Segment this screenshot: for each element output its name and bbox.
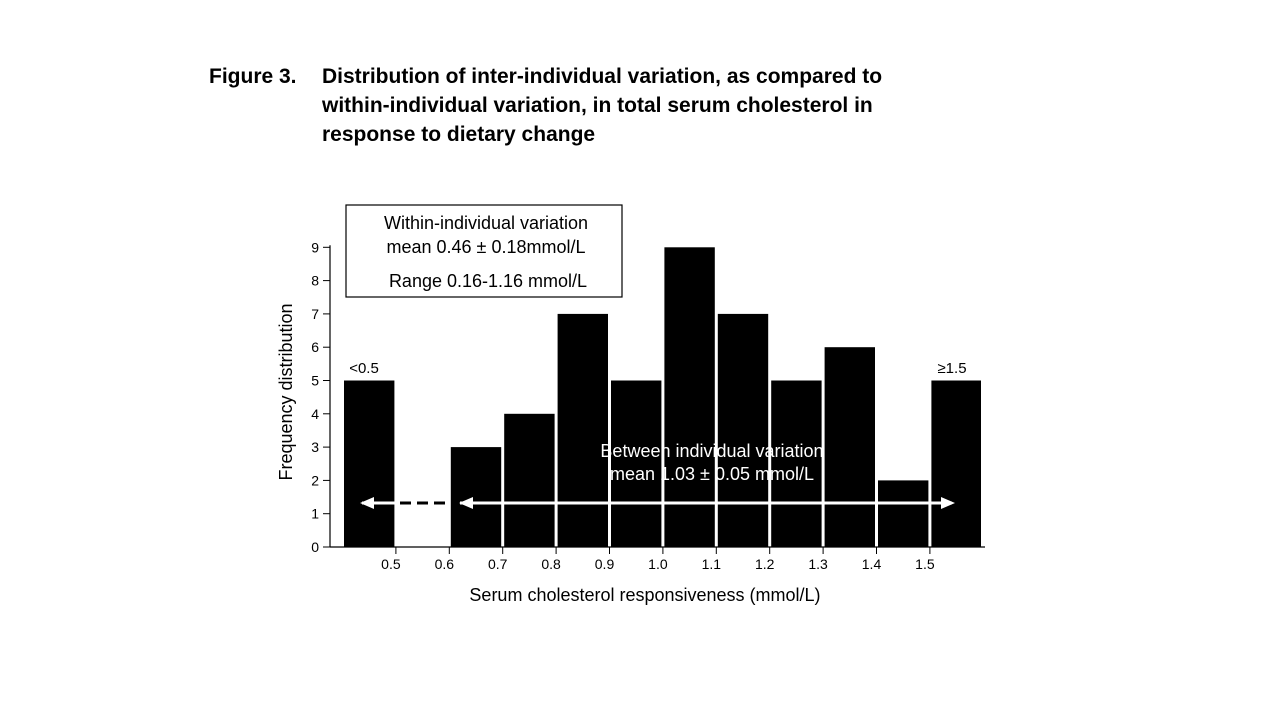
y-tick-label: 5 (311, 373, 319, 389)
histogram-bar (824, 347, 875, 547)
x-tick-label: 0.6 (435, 556, 455, 572)
x-tick-label: 1.1 (702, 556, 722, 572)
bin-label-high: ≥1.5 (937, 360, 966, 377)
bars-group (344, 247, 981, 548)
axes-group (329, 245, 985, 548)
x-tick-label: 1.3 (808, 556, 828, 572)
x-tick-label: 1.5 (915, 556, 935, 572)
histogram-bar (771, 380, 822, 547)
within-box-line2: mean 0.46 ± 0.18mmol/L (387, 237, 586, 257)
y-tick-label: 2 (311, 472, 319, 488)
arrow-head-right (941, 497, 955, 509)
figure-title-line: Distribution of inter-individual variati… (322, 65, 883, 88)
x-tick-label: 1.4 (862, 556, 882, 572)
x-tick-label: 0.5 (381, 556, 401, 572)
within-box-line3: Range 0.16-1.16 mmol/L (389, 271, 587, 291)
y-tick-label: 3 (311, 439, 319, 455)
y-tick-label: 0 (311, 539, 319, 555)
x-tick-label: 1.0 (648, 556, 668, 572)
within-box-line1: Within-individual variation (384, 213, 588, 233)
y-tick-label: 1 (311, 506, 319, 522)
histogram-bar (717, 313, 769, 547)
histogram-bar (344, 380, 395, 547)
between-annotation-line2: mean 1.03 ± 0.05 mmol/L (610, 464, 814, 484)
histogram-bar (611, 380, 662, 547)
x-tick-label: 0.9 (595, 556, 615, 572)
arrow-head-left (360, 497, 374, 509)
histogram-bar (557, 313, 608, 547)
arrow-head-left-inner (459, 497, 473, 509)
x-tick-label: 0.8 (541, 556, 561, 572)
bin-label-low: <0.5 (349, 360, 379, 377)
y-tick-label: 4 (311, 406, 319, 422)
figure-title-line: within-individual variation, in total se… (322, 94, 873, 117)
y-axis-label: Frequency distribution (276, 303, 296, 480)
histogram-bar (931, 380, 981, 547)
within-variation-box: Within-individual variation mean 0.46 ± … (345, 204, 623, 298)
between-annotation-line1: Between individual variation (600, 441, 823, 461)
y-tick-label: 7 (311, 306, 319, 322)
figure-title-text: Distribution of inter-individual variati… (322, 62, 982, 149)
x-axis-label: Serum cholesterol responsiveness (mmol/L… (469, 585, 820, 605)
figure-title-line: response to dietary change (322, 123, 596, 146)
x-tick-label: 0.7 (488, 556, 508, 572)
x-tick-label: 1.2 (755, 556, 775, 572)
histogram-bar (664, 247, 715, 548)
histogram-bar (504, 413, 555, 547)
between-variation-arrow (360, 497, 955, 509)
y-tick-label: 8 (311, 273, 319, 289)
figure-label: Figure 3. (209, 65, 297, 88)
histogram-bar (878, 480, 929, 547)
y-tick-label: 6 (311, 339, 319, 355)
y-tick-label: 9 (311, 239, 319, 255)
histogram-bar (450, 447, 502, 547)
ticks-group: 0 1 2 3 4 5 6 7 8 9 0.5 0.6 0.7 0.8 0.9 1.0 1.1 1.2 1.3 1.4… (311, 239, 935, 572)
